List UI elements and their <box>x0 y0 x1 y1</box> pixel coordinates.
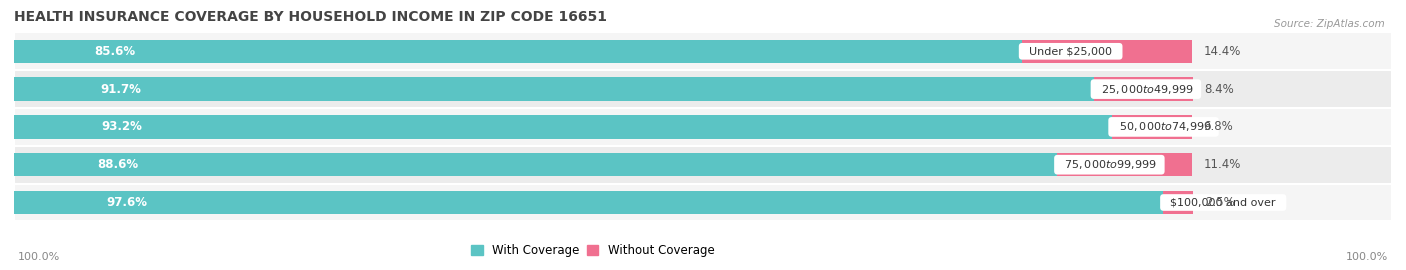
Bar <box>14 40 1022 63</box>
Bar <box>14 184 1392 221</box>
Text: 8.4%: 8.4% <box>1205 83 1234 96</box>
Text: $50,000 to $74,999: $50,000 to $74,999 <box>1112 120 1215 133</box>
Text: Under $25,000: Under $25,000 <box>1022 46 1119 56</box>
Text: 85.6%: 85.6% <box>94 45 136 58</box>
Bar <box>14 70 1392 108</box>
Bar <box>14 146 1392 184</box>
Bar <box>14 77 1094 101</box>
Bar <box>14 32 1392 70</box>
Bar <box>14 191 1164 214</box>
Text: 6.8%: 6.8% <box>1204 120 1233 133</box>
Text: 11.4%: 11.4% <box>1204 158 1241 171</box>
Bar <box>1094 77 1192 101</box>
Text: HEALTH INSURANCE COVERAGE BY HOUSEHOLD INCOME IN ZIP CODE 16651: HEALTH INSURANCE COVERAGE BY HOUSEHOLD I… <box>14 10 607 24</box>
Text: 88.6%: 88.6% <box>97 158 139 171</box>
Text: 2.5%: 2.5% <box>1205 196 1234 209</box>
Text: 93.2%: 93.2% <box>101 120 143 133</box>
Text: 97.6%: 97.6% <box>105 196 148 209</box>
Text: 100.0%: 100.0% <box>18 252 60 262</box>
Bar <box>14 153 1057 176</box>
Text: $75,000 to $99,999: $75,000 to $99,999 <box>1057 158 1161 171</box>
Text: $100,000 and over: $100,000 and over <box>1164 197 1282 208</box>
Bar <box>1112 115 1192 139</box>
Text: 14.4%: 14.4% <box>1204 45 1241 58</box>
Text: Source: ZipAtlas.com: Source: ZipAtlas.com <box>1274 19 1385 29</box>
Bar <box>1022 40 1192 63</box>
Bar <box>14 115 1112 139</box>
Bar <box>1057 153 1192 176</box>
Text: $25,000 to $49,999: $25,000 to $49,999 <box>1094 83 1198 96</box>
Bar <box>1164 191 1192 214</box>
Legend: With Coverage, Without Coverage: With Coverage, Without Coverage <box>471 244 714 257</box>
Text: 100.0%: 100.0% <box>1346 252 1388 262</box>
Bar <box>14 108 1392 146</box>
Text: 91.7%: 91.7% <box>100 83 142 96</box>
